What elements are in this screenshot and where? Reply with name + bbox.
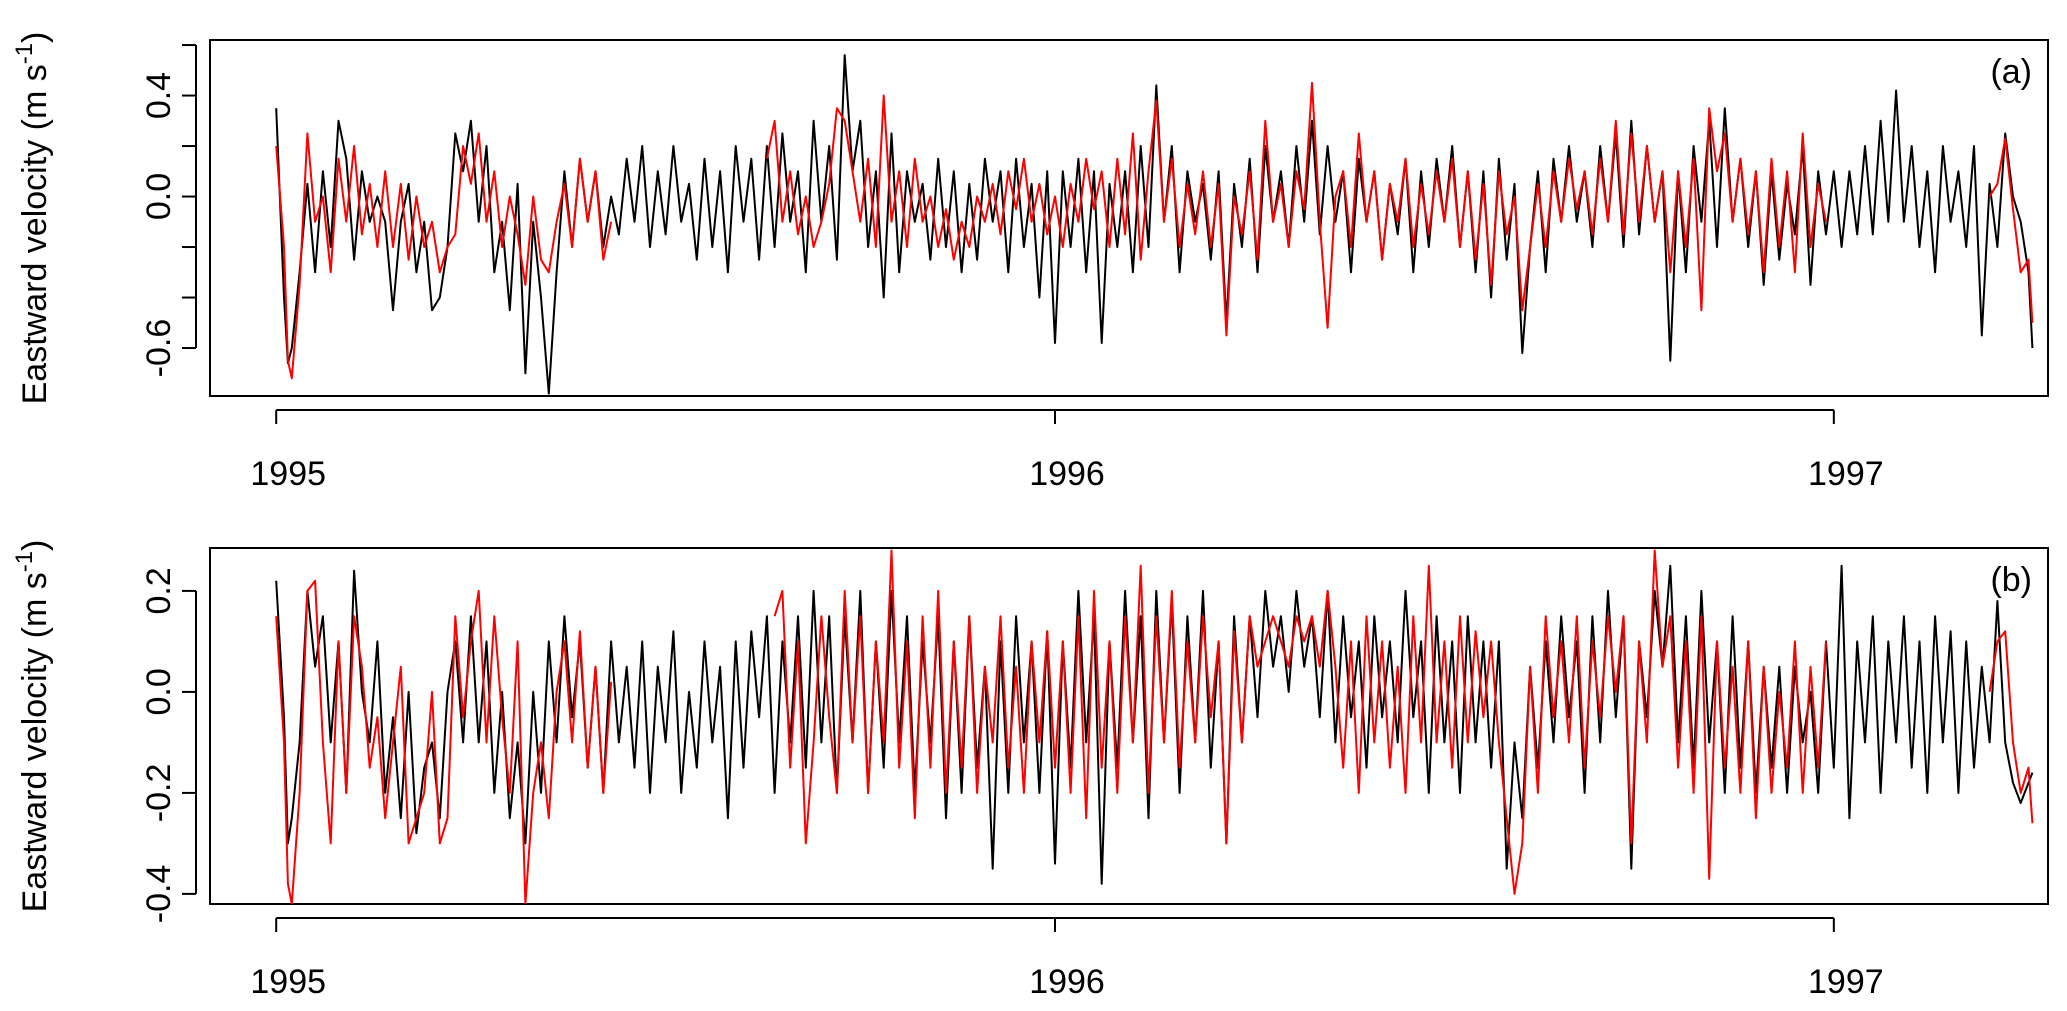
y-axis-title-main: Eastward velocity (m s	[16, 64, 54, 404]
panel-a: -0.6 0.0 0.4 1995 1996 1997 (a) Eastward veloci…	[11, 32, 2049, 493]
y-tick-label: -0.4	[140, 865, 178, 924]
plot-frame	[209, 39, 2049, 397]
series-line-black	[275, 54, 2034, 395]
y-tick-label: 0.4	[140, 72, 178, 119]
x-tick-label: 1997	[1808, 963, 1884, 1001]
y-axis-title-superscript: -1	[11, 43, 38, 64]
y-tick-label: 0.0	[140, 668, 178, 715]
y-axis-title-close: )	[16, 32, 54, 43]
y-tick-label: 0.0	[140, 173, 178, 220]
series-line-red	[275, 549, 2034, 904]
y-axis-title-close: )	[16, 540, 54, 551]
series-line-black	[275, 564, 2034, 885]
x-tick-label: 1995	[250, 455, 326, 493]
y-axis-title: Eastward velocity (m s-1)	[11, 540, 54, 913]
y-axis-title-main: Eastward velocity (m s	[16, 572, 54, 912]
x-tick-label: 1996	[1029, 963, 1105, 1001]
series-line-red	[275, 81, 2034, 380]
x-tick-label: 1995	[250, 963, 326, 1001]
y-axis-title: Eastward velocity (m s-1)	[11, 32, 54, 405]
y-tick-label: -0.2	[140, 764, 178, 823]
y-axis-title-superscript: -1	[11, 551, 38, 572]
plot-frame	[209, 547, 2049, 905]
y-tick-label: -0.6	[140, 319, 178, 378]
x-tick-label: 1996	[1029, 455, 1105, 493]
panel-label: (b)	[1990, 561, 2032, 599]
y-tick-label: 0.2	[140, 567, 178, 614]
panel-b: -0.4 -0.2 0.0 0.2 1995 1996 1997 (b) Eastward ve…	[11, 540, 2049, 1001]
panel-label: (a)	[1990, 53, 2032, 91]
x-tick-label: 1997	[1808, 455, 1884, 493]
